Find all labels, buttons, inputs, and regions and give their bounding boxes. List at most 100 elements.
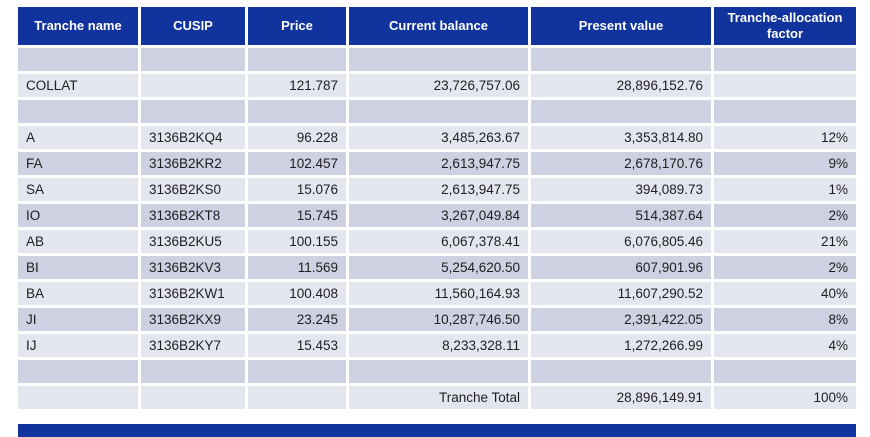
cell-tranche-name: JI [18, 308, 138, 331]
cell-tranche-name: BA [18, 282, 138, 305]
cell-allocation-factor: 2% [714, 204, 856, 227]
cell-allocation-factor: 40% [714, 282, 856, 305]
cell-present-value [531, 48, 711, 71]
cell-tranche-name [18, 100, 138, 123]
cell-current-balance: 3,485,263.67 [349, 126, 528, 149]
header-row: Tranche name CUSIP Price Current balance Pre… [18, 7, 856, 45]
cell-current-balance: Tranche Total [349, 386, 528, 409]
cell-price: 102.457 [248, 152, 346, 175]
cell-allocation-factor [714, 100, 856, 123]
cell-allocation-factor: 21% [714, 230, 856, 253]
cell-allocation-factor [714, 360, 856, 383]
cell-tranche-name: AB [18, 230, 138, 253]
table-row: COLLAT 121.787 23,726,757.06 28,896,152.76 [18, 74, 856, 97]
table-row: AB 3136B2KU5 100.155 6,067,378.41 6,076,805.… [18, 230, 856, 253]
cell-current-balance: 6,067,378.41 [349, 230, 528, 253]
column-header-cusip: CUSIP [141, 7, 245, 45]
cell-tranche-name: BI [18, 256, 138, 279]
cell-current-balance [349, 360, 528, 383]
cell-tranche-name [18, 48, 138, 71]
table-row [18, 48, 856, 71]
cell-allocation-factor: 2% [714, 256, 856, 279]
cell-current-balance: 3,267,049.84 [349, 204, 528, 227]
table-row: Tranche Total 28,896,149.91 100% [18, 386, 856, 409]
cell-present-value: 3,353,814.80 [531, 126, 711, 149]
cell-price [248, 100, 346, 123]
cell-price [248, 48, 346, 71]
table-row: JI 3136B2KX9 23.245 10,287,746.50 2,391,422.… [18, 308, 856, 331]
cell-cusip [141, 100, 245, 123]
tranche-table: Tranche name CUSIP Price Current balance Pre… [15, 4, 859, 412]
cell-tranche-name: FA [18, 152, 138, 175]
cell-price [248, 386, 346, 409]
table-row: SA 3136B2KS0 15.076 2,613,947.75 394,089.73 1… [18, 178, 856, 201]
cell-allocation-factor [714, 48, 856, 71]
table-row: FA 3136B2KR2 102.457 2,613,947.75 2,678,170.… [18, 152, 856, 175]
table-row: A 3136B2KQ4 96.228 3,485,263.67 3,353,814.80… [18, 126, 856, 149]
cell-tranche-name [18, 360, 138, 383]
table-row [18, 360, 856, 383]
cell-cusip: 3136B2KX9 [141, 308, 245, 331]
cell-tranche-name: A [18, 126, 138, 149]
cell-allocation-factor: 100% [714, 386, 856, 409]
cell-allocation-factor [714, 74, 856, 97]
cell-present-value [531, 360, 711, 383]
cell-price: 121.787 [248, 74, 346, 97]
cell-tranche-name [18, 386, 138, 409]
cell-price [248, 360, 346, 383]
cell-present-value: 2,391,422.05 [531, 308, 711, 331]
cell-present-value: 28,896,149.91 [531, 386, 711, 409]
cell-present-value: 11,607,290.52 [531, 282, 711, 305]
cell-current-balance [349, 48, 528, 71]
cell-cusip: 3136B2KU5 [141, 230, 245, 253]
cell-present-value: 6,076,805.46 [531, 230, 711, 253]
cell-cusip: 3136B2KW1 [141, 282, 245, 305]
cell-tranche-name: SA [18, 178, 138, 201]
column-header-current-balance: Current balance [349, 7, 528, 45]
cell-price: 15.745 [248, 204, 346, 227]
cell-cusip [141, 386, 245, 409]
table-row: BA 3136B2KW1 100.408 11,560,164.93 11,607,29… [18, 282, 856, 305]
cell-price: 100.408 [248, 282, 346, 305]
column-header-price: Price [248, 7, 346, 45]
cell-current-balance: 2,613,947.75 [349, 178, 528, 201]
cell-price: 23.245 [248, 308, 346, 331]
column-header-present-value: Present value [531, 7, 711, 45]
cell-allocation-factor: 8% [714, 308, 856, 331]
cell-present-value: 28,896,152.76 [531, 74, 711, 97]
cell-current-balance: 8,233,328.11 [349, 334, 528, 357]
cell-cusip: 3136B2KS0 [141, 178, 245, 201]
cell-price: 11.569 [248, 256, 346, 279]
cell-tranche-name: IJ [18, 334, 138, 357]
cell-present-value: 2,678,170.76 [531, 152, 711, 175]
cell-cusip: 3136B2KV3 [141, 256, 245, 279]
cell-cusip: 3136B2KY7 [141, 334, 245, 357]
column-header-allocation-factor: Tranche-allocation factor [714, 7, 856, 45]
cell-price: 96.228 [248, 126, 346, 149]
cell-present-value [531, 100, 711, 123]
table-row [18, 100, 856, 123]
cell-allocation-factor: 1% [714, 178, 856, 201]
cell-current-balance: 11,560,164.93 [349, 282, 528, 305]
cell-cusip: 3136B2KT8 [141, 204, 245, 227]
cell-current-balance [349, 100, 528, 123]
table-row: IO 3136B2KT8 15.745 3,267,049.84 514,387.64 2… [18, 204, 856, 227]
cell-price: 100.155 [248, 230, 346, 253]
cell-cusip: 3136B2KQ4 [141, 126, 245, 149]
table-body: COLLAT 121.787 23,726,757.06 28,896,152.76 A… [18, 48, 856, 409]
cell-current-balance: 2,613,947.75 [349, 152, 528, 175]
cell-present-value: 394,089.73 [531, 178, 711, 201]
table-row: BI 3136B2KV3 11.569 5,254,620.50 607,901.96 2… [18, 256, 856, 279]
column-header-tranche-name: Tranche name [18, 7, 138, 45]
cell-allocation-factor: 9% [714, 152, 856, 175]
table-footer-bar [18, 424, 856, 437]
cell-tranche-name: COLLAT [18, 74, 138, 97]
cell-tranche-name: IO [18, 204, 138, 227]
table-row: IJ 3136B2KY7 15.453 8,233,328.11 1,272,266.9… [18, 334, 856, 357]
cell-cusip [141, 360, 245, 383]
cell-present-value: 1,272,266.99 [531, 334, 711, 357]
cell-present-value: 514,387.64 [531, 204, 711, 227]
cell-cusip: 3136B2KR2 [141, 152, 245, 175]
cell-current-balance: 23,726,757.06 [349, 74, 528, 97]
